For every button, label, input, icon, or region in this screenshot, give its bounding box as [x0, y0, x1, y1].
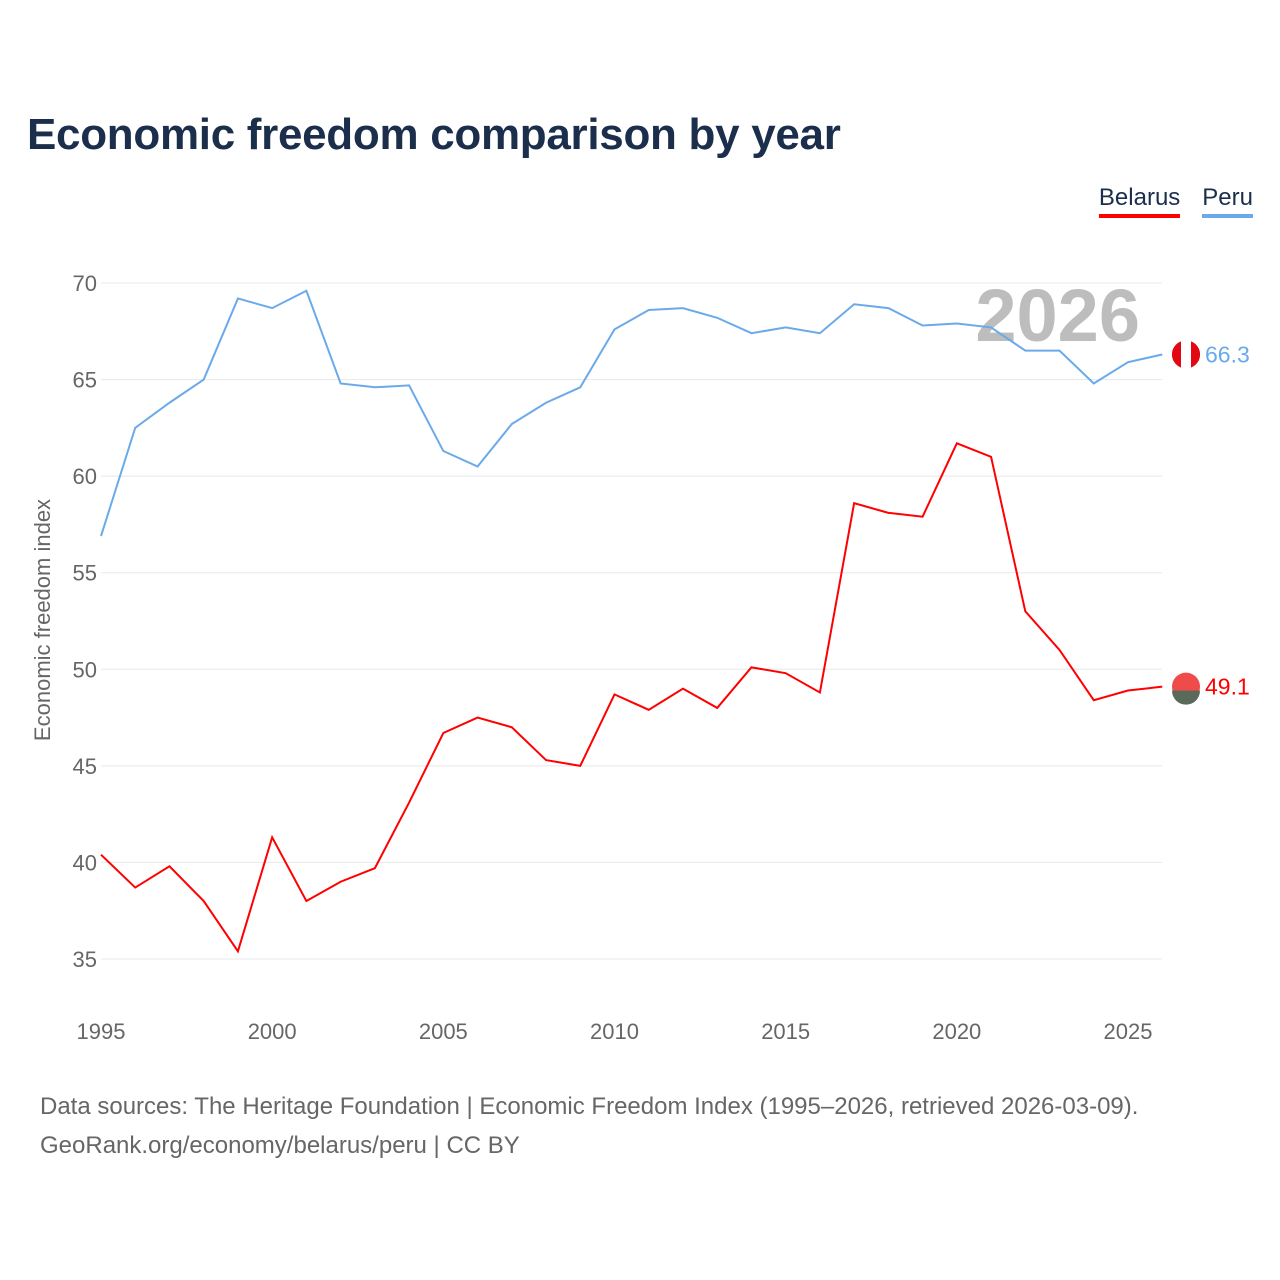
series-line-belarus — [100, 442, 1163, 954]
x-tick-label: 2015 — [761, 1019, 810, 1044]
y-tick-label: 45 — [73, 754, 97, 779]
x-tick-label: 2000 — [248, 1019, 297, 1044]
y-tick-label: 65 — [73, 368, 97, 393]
chart-title: Economic freedom comparison by year — [27, 110, 841, 159]
year-watermark: 2026 — [975, 274, 1140, 357]
y-axis-label: Economic freedom index — [30, 499, 55, 741]
y-tick-label: 70 — [73, 271, 97, 296]
line-chart: 35 40 45 50 55 60 65 70 1995 2000 2005 2010 2015 2020… — [30, 271, 1250, 1044]
x-tick-label: 2005 — [419, 1019, 468, 1044]
y-tick-label: 40 — [73, 850, 97, 875]
source-text: Data sources: The Heritage Foundation | … — [40, 1093, 1139, 1120]
flag-peru-icon — [1171, 340, 1201, 369]
end-value-label: 49.1 — [1205, 674, 1250, 700]
x-tick-label: 2020 — [932, 1019, 981, 1044]
x-tick-label: 2025 — [1104, 1019, 1153, 1044]
y-tick-label: 50 — [73, 657, 97, 682]
legend-peru[interactable]: Peru — [1202, 184, 1253, 218]
legend: Belarus Peru — [1098, 184, 1253, 218]
series-line-peru — [100, 289, 1163, 537]
legend-belarus[interactable]: Belarus — [1098, 184, 1181, 218]
y-tick-label: 60 — [73, 464, 97, 489]
y-tick-label: 35 — [73, 947, 97, 972]
footer: Data sources: The Heritage Foundation | … — [40, 1087, 1138, 1165]
y-tick-label: 55 — [73, 561, 97, 586]
flag-belarus-icon — [1172, 672, 1200, 705]
x-tick-label: 1995 — [77, 1019, 126, 1044]
end-value-label: 66.3 — [1205, 341, 1250, 367]
x-tick-label: 2010 — [590, 1019, 639, 1044]
attribution-link[interactable]: GeoRank.org/economy/belarus/peru | CC BY — [40, 1132, 520, 1159]
